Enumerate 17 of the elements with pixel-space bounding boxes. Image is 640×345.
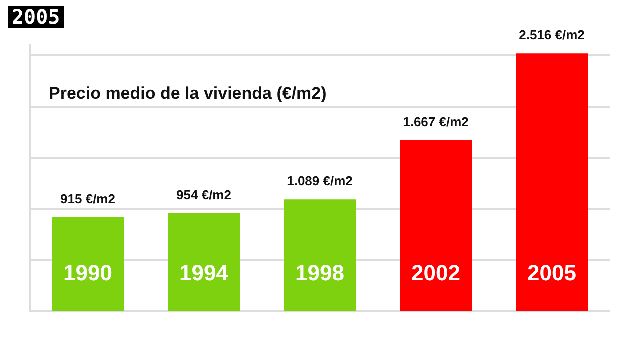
bar	[52, 217, 124, 311]
x-tick-label: 2005	[528, 260, 576, 286]
bar	[284, 200, 356, 311]
bar	[400, 140, 472, 311]
data-label: 954 €/m2	[176, 187, 232, 202]
x-tick-label: 2002	[412, 260, 460, 286]
x-tick-label: 1990	[64, 260, 112, 286]
bar	[516, 54, 588, 311]
chart-title: 2005	[12, 5, 60, 29]
data-label: 1.667 €/m2	[403, 114, 469, 130]
data-label: 915 €/m2	[60, 191, 116, 206]
data-label: 2.516 €/m2	[519, 28, 585, 43]
data-label: 1.089 €/m2	[287, 174, 353, 189]
x-tick-label: 1994	[180, 260, 230, 286]
text: Precio medio de la vivienda (€/m2)	[49, 84, 327, 103]
bar	[168, 213, 240, 311]
x-tick-label: 1998	[296, 260, 344, 286]
